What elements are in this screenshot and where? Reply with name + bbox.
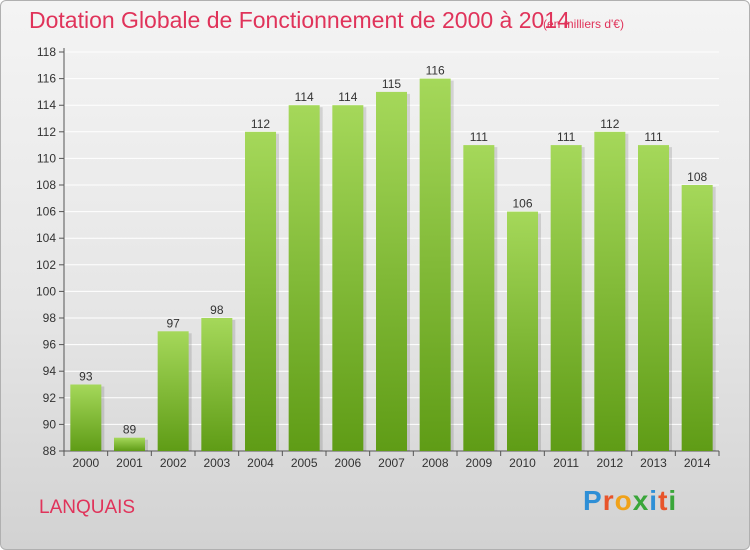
bar [201, 318, 233, 451]
x-tick-label: 2013 [640, 456, 667, 470]
x-tick-label: 2009 [465, 456, 492, 470]
y-tick-label: 110 [37, 151, 56, 165]
data-label: 93 [79, 370, 93, 384]
bar [594, 131, 626, 452]
x-tick-label: 2006 [334, 456, 361, 470]
y-tick-label: 92 [43, 391, 57, 405]
logo-letter: x [632, 485, 650, 516]
x-tick-label: 2000 [72, 456, 99, 470]
data-label: 114 [295, 90, 314, 104]
data-label: 106 [512, 197, 532, 211]
bar [550, 145, 582, 451]
data-label: 114 [338, 90, 357, 104]
data-label: 115 [382, 77, 401, 91]
x-tick-label: 2003 [203, 456, 230, 470]
y-tick-label: 94 [43, 364, 57, 378]
x-tick-label: 2004 [247, 456, 274, 470]
x-tick-label: 2010 [509, 456, 536, 470]
logo-letter: o [614, 485, 633, 516]
y-tick-label: 116 [37, 72, 56, 86]
x-tick-label: 2007 [378, 456, 405, 470]
proxiti-logo[interactable]: Proxiti [583, 485, 677, 517]
bar [419, 78, 451, 451]
logo-letter: t [658, 485, 669, 516]
data-label: 112 [600, 117, 619, 131]
y-tick-label: 106 [36, 205, 56, 219]
bar [463, 145, 495, 451]
bar [114, 437, 145, 451]
bar [70, 384, 102, 451]
x-tick-label: 2005 [291, 456, 318, 470]
commune-name: LANQUAIS [39, 497, 136, 518]
x-tick-label: 2002 [160, 456, 187, 470]
x-tick-label: 2011 [553, 456, 579, 470]
y-tick-label: 90 [43, 417, 57, 431]
bar [638, 145, 669, 451]
x-tick-label: 2012 [596, 456, 623, 470]
bar [288, 105, 320, 451]
data-label: 112 [251, 117, 270, 131]
logo-letter: r [602, 485, 615, 516]
data-label: 111 [470, 130, 489, 144]
bar [157, 331, 189, 451]
logo-letter: i [649, 485, 659, 516]
y-tick-label: 96 [43, 338, 57, 352]
data-label: 116 [426, 64, 445, 78]
y-tick-label: 112 [37, 125, 56, 139]
y-tick-label: 102 [36, 258, 56, 272]
bar [245, 131, 276, 452]
data-label: 108 [687, 170, 707, 184]
y-tick-label: 88 [43, 444, 57, 458]
bar [376, 91, 407, 452]
data-label: 111 [557, 130, 576, 144]
y-tick-label: 100 [36, 284, 56, 298]
chart-title: Dotation Globale de Fonctionnement de 20… [29, 7, 570, 33]
bar [507, 211, 538, 451]
bar [332, 105, 364, 451]
logo-letter: i [668, 485, 678, 516]
y-tick-label: 104 [36, 231, 56, 245]
y-tick-label: 114 [37, 98, 56, 112]
data-label: 98 [210, 303, 224, 317]
x-tick-label: 2001 [116, 456, 143, 470]
logo-letter: P [583, 485, 603, 516]
unit-note: (en milliers d'€) [543, 17, 624, 31]
x-tick-label: 2008 [422, 456, 449, 470]
y-tick-label: 108 [36, 178, 56, 192]
data-label: 97 [166, 316, 180, 330]
y-tick-label: 118 [37, 45, 56, 59]
bar [681, 185, 713, 451]
y-tick-label: 98 [43, 311, 57, 325]
data-label: 111 [644, 130, 663, 144]
x-tick-label: 2014 [684, 456, 711, 470]
data-label: 89 [123, 423, 137, 437]
